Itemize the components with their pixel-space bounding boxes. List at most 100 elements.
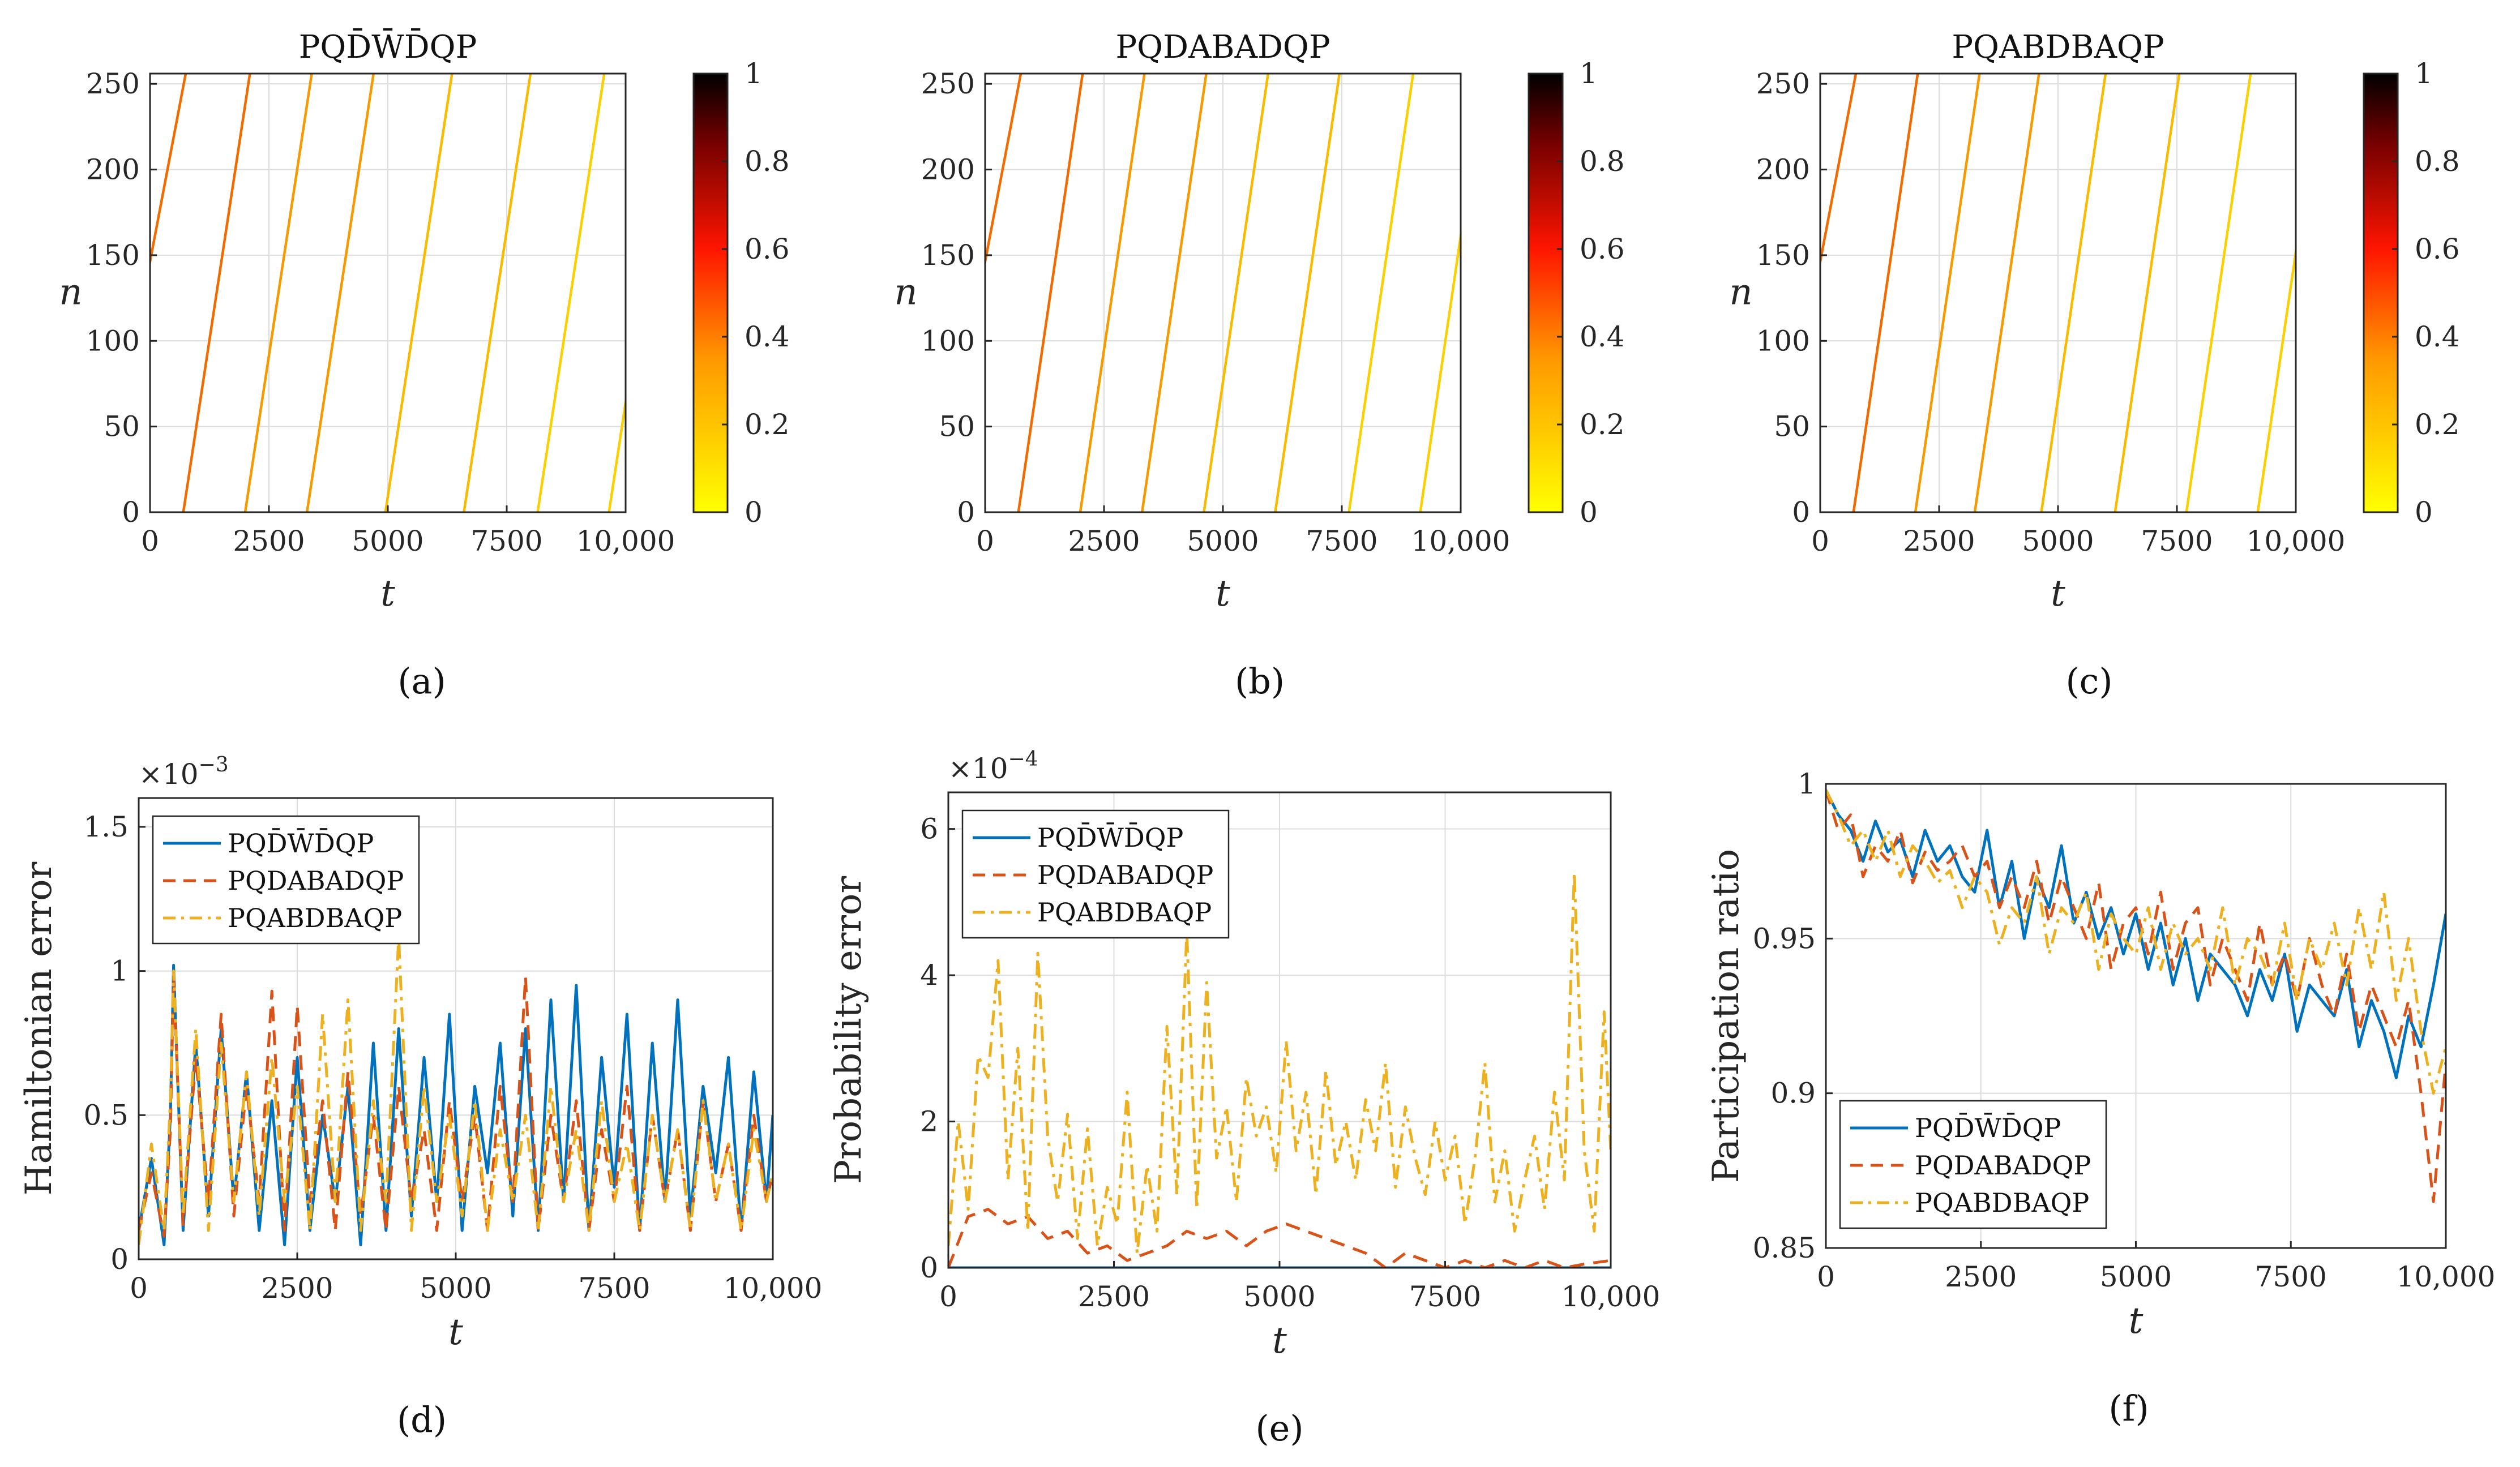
stripe-group [1820, 74, 2296, 512]
series-line-yellow [948, 871, 1611, 1255]
legend-label: PQDABADQP [1037, 860, 1213, 890]
x-tick-label: 7500 [470, 525, 542, 557]
x-axis-label: t [1272, 1320, 1287, 1362]
colorbar-tick-label: 0.8 [1580, 145, 1625, 178]
legend-label: PQD̄W̄D̄QP [1915, 1112, 2061, 1143]
chart-title: PQDABADQP [1115, 29, 1330, 66]
colorbar-tick-label: 1 [2415, 57, 2433, 90]
y-tick-label: 100 [921, 324, 975, 357]
x-tick-label: 0 [141, 525, 159, 557]
y-axis-label: n [1729, 272, 1752, 314]
colorbar-tick-label: 0.2 [745, 408, 790, 441]
soliton-stripe [1017, 74, 1084, 512]
y-tick-label: 250 [921, 67, 975, 100]
colorbar-tick-label: 0.4 [2415, 320, 2460, 353]
y-axis-label: n [59, 272, 82, 314]
x-tick-label: 5000 [2022, 525, 2094, 557]
y-tick-label: 0.9 [1770, 1077, 1816, 1110]
y-axis-label: Hamiltonian error [18, 861, 60, 1195]
x-tick-label: 5000 [420, 1272, 491, 1305]
x-tick-label: 0 [976, 525, 994, 557]
x-axis-label: t [2129, 1300, 2144, 1342]
x-tick-label: 0 [1817, 1260, 1835, 1293]
series-line-red [1826, 790, 2446, 1203]
y-tick-label: 100 [86, 324, 140, 357]
colorbar-tick-label: 0.6 [745, 233, 790, 265]
colorbar-tick-label: 0 [745, 496, 763, 529]
soliton-stripe [1140, 74, 1208, 512]
y-tick-label: 200 [921, 153, 975, 186]
series-line-red [139, 975, 773, 1238]
series-group [139, 935, 773, 1246]
y-tick-label: 0 [1792, 496, 1810, 529]
x-tick-label: 7500 [2141, 525, 2213, 557]
x-tick-label: 10,000 [724, 1272, 823, 1305]
axis-exponent: ×10−3 [139, 753, 229, 791]
y-tick-label: 150 [921, 239, 975, 272]
y-tick-label: 0 [957, 496, 975, 529]
colorbar-tick-label: 0.6 [2415, 233, 2460, 265]
x-tick-label: 0 [939, 1280, 957, 1313]
y-tick-label: 200 [86, 153, 140, 186]
colorbar-tick-label: 0.8 [2415, 145, 2460, 178]
colorbar-tick-label: 1 [745, 57, 763, 90]
y-tick-label: 150 [1756, 239, 1810, 272]
soliton-stripe [463, 74, 532, 512]
colorbar-tick-label: 0.2 [2415, 408, 2460, 441]
colorbar-tick-label: 0.8 [745, 145, 790, 178]
x-tick-label: 2500 [261, 1272, 333, 1305]
x-axis-label: t [1216, 573, 1230, 615]
series-line-blue [1826, 789, 2446, 1079]
y-tick-label: 0 [122, 496, 140, 529]
y-axis-label: n [894, 272, 917, 314]
y-tick-label: 150 [86, 239, 140, 272]
soliton-stripe [2256, 243, 2296, 512]
axis-exponent-power: −4 [1008, 748, 1038, 771]
chart-title: PQABDBAQP [1952, 29, 2164, 66]
colorbar [1528, 72, 1564, 513]
x-tick-label: 7500 [2255, 1260, 2327, 1293]
series-group [1826, 789, 2446, 1203]
series-line-yellow [1826, 789, 2446, 1095]
y-tick-label: 200 [1756, 153, 1810, 186]
panel-b: 0 2500 5000 7500 10,000 0 50 100 150 200 250 PQDABA… [894, 29, 1624, 615]
x-tick-label: 5000 [1243, 1280, 1315, 1313]
panel-caption: (d) [397, 1399, 447, 1440]
y-tick-label: 0 [110, 1243, 129, 1276]
colorbar-tick-label: 0.6 [1580, 233, 1625, 265]
legend-label: PQABDBAQP [1915, 1187, 2089, 1218]
x-tick-label: 5000 [352, 525, 423, 557]
soliton-stripe [985, 74, 1022, 269]
colorbar-tick-label: 0.4 [745, 320, 790, 353]
series-line-red [948, 1208, 1611, 1268]
legend-label: PQABDBAQP [1037, 897, 1212, 928]
y-tick-label: 0.95 [1753, 922, 1816, 955]
panel-c: 0 2500 5000 7500 10,000 0 50 100 150 200 250 PQABDB… [1729, 29, 2459, 615]
axis-exponent: ×10−4 [948, 748, 1038, 785]
soliton-stripe [182, 74, 251, 512]
panel-caption: (f) [2108, 1388, 2149, 1429]
panel-caption: (e) [1255, 1408, 1303, 1449]
x-tick-label: 5000 [2100, 1260, 2172, 1293]
soliton-stripe [2113, 74, 2181, 512]
soliton-stripe [305, 74, 375, 512]
y-tick-label: 50 [1774, 410, 1810, 443]
x-tick-label: 7500 [1409, 1280, 1481, 1313]
soliton-stripe [1419, 227, 1461, 512]
legend-box [961, 809, 1230, 939]
soliton-stripe [150, 74, 187, 269]
panel-f: 0 2500 5000 7500 10,000 0.85 0.9 0.95 1 t Particip… [1705, 767, 2495, 1342]
y-tick-label: 6 [920, 813, 938, 846]
x-tick-label: 10,000 [576, 525, 675, 557]
soliton-stripe [536, 74, 606, 512]
legend-label: PQD̄W̄D̄QP [228, 827, 374, 859]
x-tick-label: 10,000 [1411, 525, 1511, 557]
y-tick-label: 1.5 [83, 810, 129, 843]
series-line-yellow [139, 935, 773, 1245]
soliton-stripe [1274, 74, 1341, 512]
y-tick-label: 0 [920, 1251, 938, 1284]
y-tick-label: 100 [1756, 324, 1810, 357]
y-tick-label: 0.85 [1753, 1232, 1816, 1264]
x-tick-label: 2500 [1078, 1280, 1150, 1313]
